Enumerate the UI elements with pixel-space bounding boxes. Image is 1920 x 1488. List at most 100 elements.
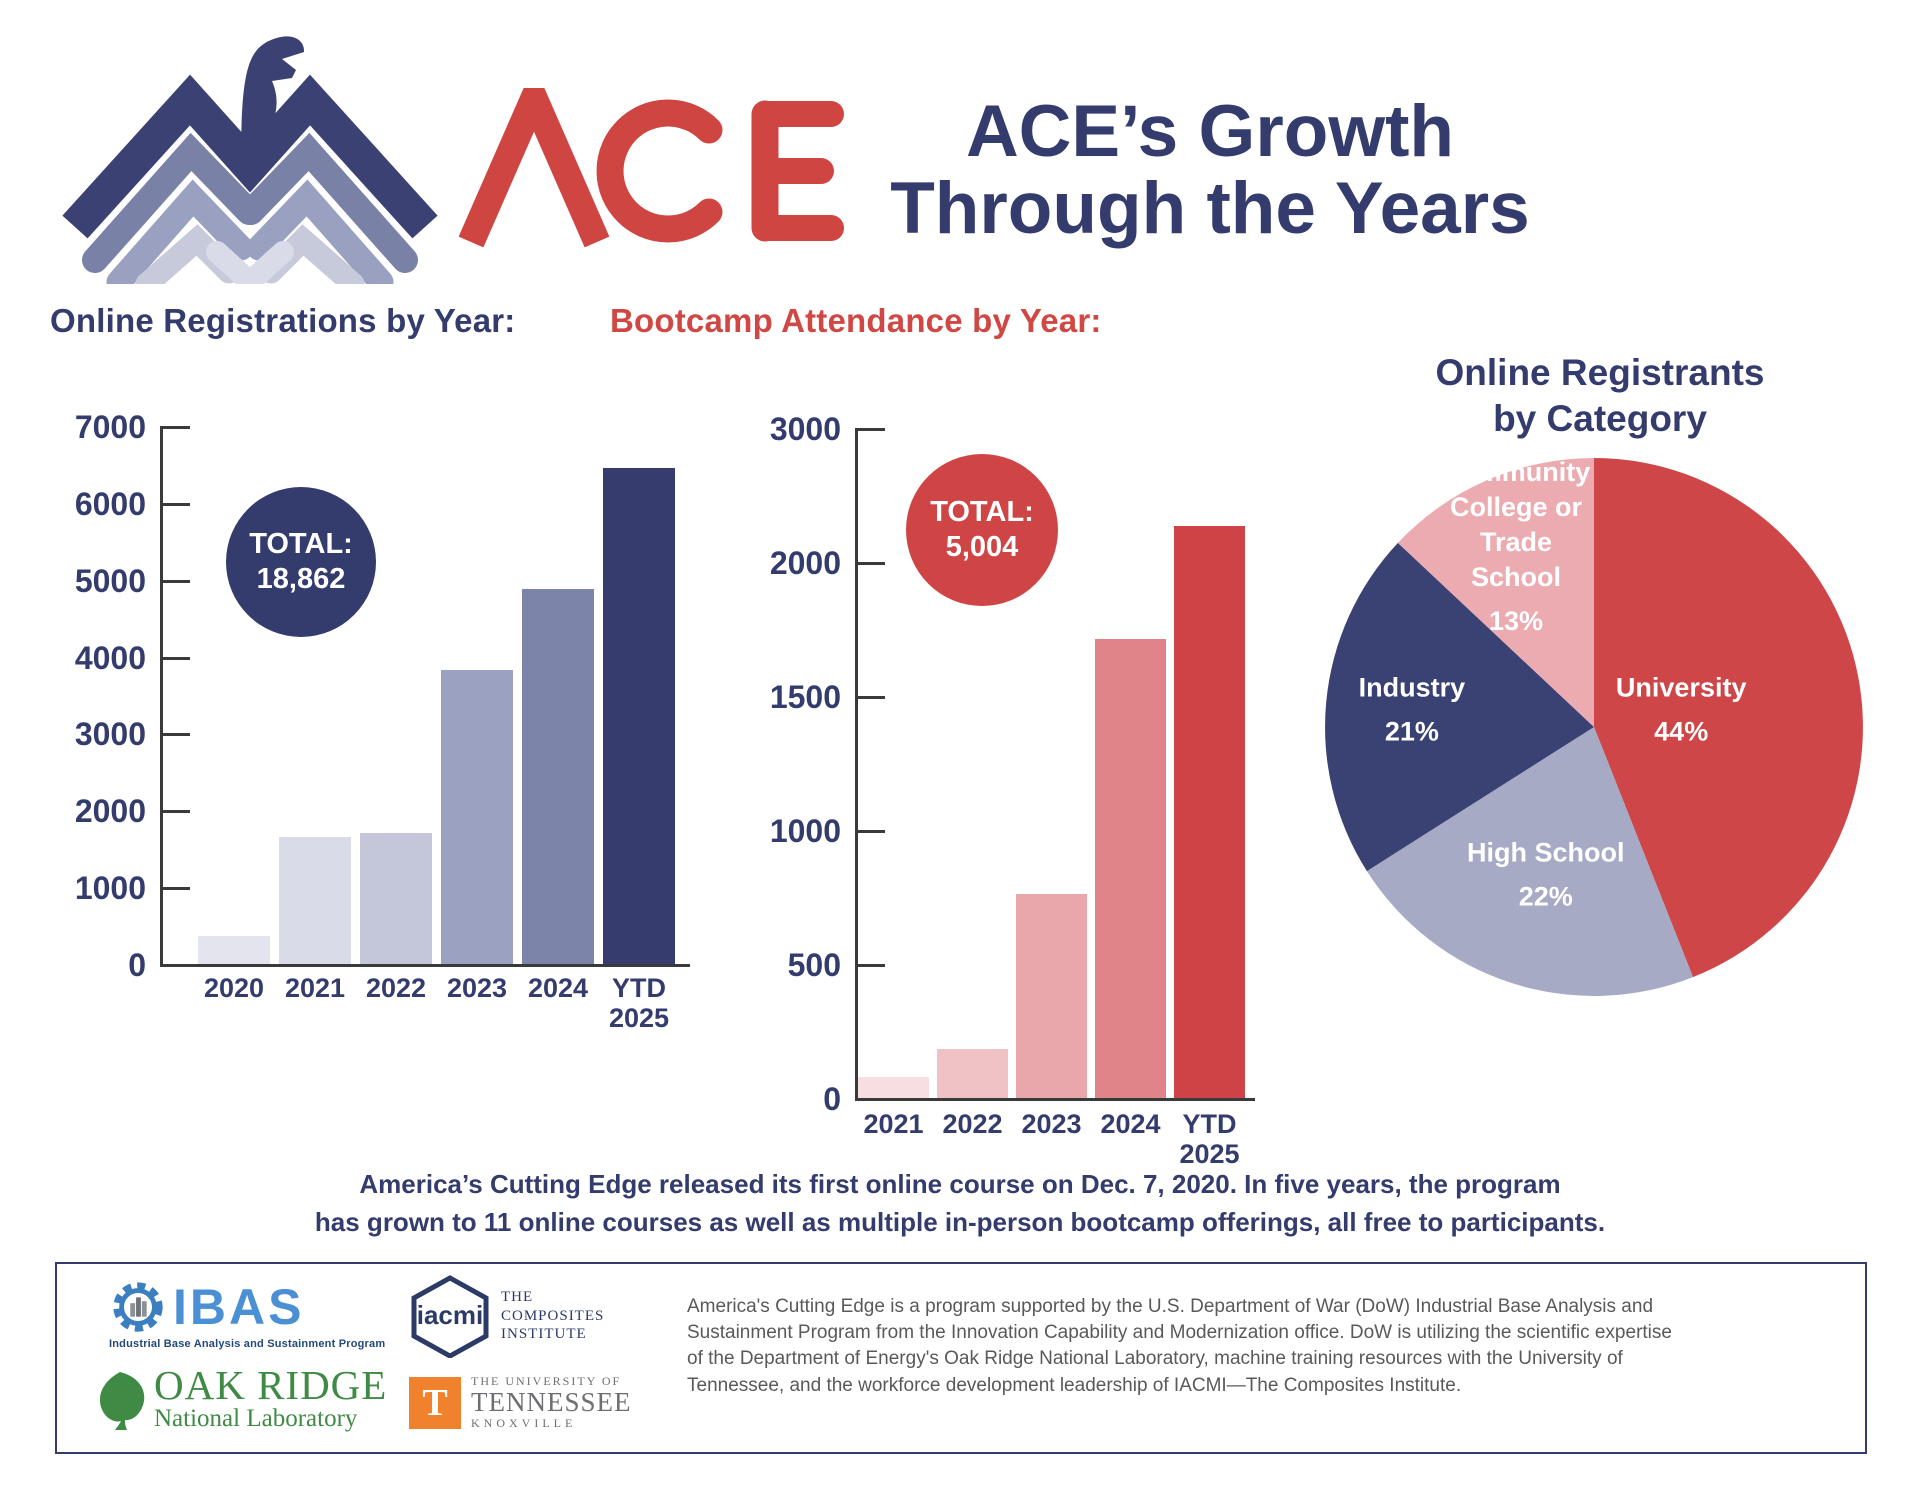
y-axis-tick-label: 2000 xyxy=(769,545,841,581)
pie-slice-label: High School 22% xyxy=(1467,837,1625,912)
y-axis-tick-label: 0 xyxy=(823,1081,841,1117)
iacmi-hexagon-icon: iacmi xyxy=(411,1275,489,1358)
eagle-head-icon xyxy=(241,36,305,164)
y-axis-line xyxy=(855,428,858,1101)
iacmi-logo: iacmi THE COMPOSITES INSTITUTE xyxy=(407,1274,604,1358)
y-axis-tick xyxy=(855,696,885,699)
tennessee-line3: KNOXVILLE xyxy=(471,1416,577,1430)
ace-logo xyxy=(458,88,844,248)
page-title: ACE’s Growth Through the Years xyxy=(880,86,1540,256)
pie-slice-label: Industry 21% xyxy=(1358,672,1466,747)
oak-ridge-subname: National Laboratory xyxy=(154,1404,358,1432)
y-axis-tick-label: 500 xyxy=(787,947,841,983)
iacmi-tagline: THE COMPOSITES INSTITUTE xyxy=(501,1288,605,1343)
x-axis-category-label: 2022 xyxy=(942,1109,1003,1139)
y-axis-tick xyxy=(160,733,190,737)
y-axis-tick xyxy=(160,810,190,814)
registrations-total-badge: TOTAL: 18,862 xyxy=(226,487,376,637)
y-axis-tick-label: 1000 xyxy=(769,813,841,849)
bootcamp-total-label: TOTAL: xyxy=(930,496,1034,529)
registrations-chart-plot: 0 1000 2000 3000 4000 5000 6000 7000 2020 2021 202… xyxy=(40,298,690,1068)
y-axis-tick xyxy=(855,562,885,565)
tennessee-t-icon: T xyxy=(409,1376,461,1429)
x-axis-category-label: 2024 xyxy=(1100,1109,1161,1139)
registrations-total-label: TOTAL: xyxy=(249,528,353,561)
bar-2024 xyxy=(1095,638,1166,1098)
pie-slice-industry xyxy=(1325,542,1594,872)
y-axis-tick-label: 3000 xyxy=(769,411,841,447)
bar-2021 xyxy=(279,837,351,964)
x-axis-category-label: YTD 2025 xyxy=(1179,1109,1240,1169)
tennessee-logo: T THE UNIVERSITY OF TENNESSEE KNOXVILLE xyxy=(409,1374,632,1431)
registrants-pie-chart: Online Registrants by Category Universit… xyxy=(1280,298,1920,1078)
ibas-logo: IBAS Industrial Base Analysis and Sustai… xyxy=(109,1278,385,1350)
oak-leaf-icon xyxy=(99,1372,145,1431)
y-axis-tick-label: 6000 xyxy=(74,485,146,522)
y-axis-tick xyxy=(160,502,190,506)
x-axis-category-label: 2022 xyxy=(365,973,427,1003)
footer-description: America's Cutting Edge is a program supp… xyxy=(687,1296,1672,1396)
pie-slice-label: Community College or Trade School 13% xyxy=(1441,456,1591,636)
bar-2023 xyxy=(441,670,513,964)
page-title-line1: ACE’s Growth xyxy=(965,91,1455,173)
x-axis-category-label: 2021 xyxy=(863,1109,924,1139)
pie-slice-university xyxy=(1594,458,1863,978)
bar-2022 xyxy=(937,1048,1008,1098)
eagle-emblem-logo xyxy=(62,36,438,284)
y-axis-tick xyxy=(855,1098,885,1101)
x-axis-category-label: 2024 xyxy=(527,973,589,1003)
y-axis-line xyxy=(160,426,163,967)
x-axis-category-label: 2023 xyxy=(1021,1109,1082,1139)
registrations-chart: Online Registrations by Year: 0 1000 2000 3… xyxy=(40,298,690,1068)
ibas-tagline: Industrial Base Analysis and Sustainment… xyxy=(109,1338,386,1350)
page-title-line2: Through the Years xyxy=(890,168,1530,249)
svg-text:iacmi: iacmi xyxy=(417,1300,484,1330)
bootcamp-chart-plot: 0 500 1000 1500 2000 3000 2021 2022 2023 2024 YTD … xyxy=(600,298,1280,1188)
registrations-total-value: 18,862 xyxy=(256,563,346,595)
y-axis-tick-label: 2000 xyxy=(74,793,146,830)
tennessee-line1: THE UNIVERSITY OF xyxy=(471,1374,622,1388)
x-axis-category-label: 2020 xyxy=(203,973,265,1003)
registrations-chart-title: Online Registrations by Year: xyxy=(50,302,516,339)
x-axis-category-label: YTD 2025 xyxy=(608,973,670,1033)
x-axis-category-label: 2023 xyxy=(446,973,508,1003)
y-axis-tick xyxy=(160,579,190,583)
y-axis-tick-label: 7000 xyxy=(74,409,146,445)
pie-slice-community xyxy=(1397,458,1594,727)
pie-slice-high-school xyxy=(1366,727,1693,996)
bar-2024 xyxy=(522,588,594,964)
y-axis-tick xyxy=(855,830,885,833)
y-axis-tick-label: 0 xyxy=(128,947,146,983)
y-axis-tick xyxy=(855,964,885,967)
oak-ridge-logo: OAK RIDGE National Laboratory xyxy=(92,1362,388,1432)
y-axis-tick xyxy=(160,887,190,891)
bootcamp-total-value: 5,004 xyxy=(945,531,1019,563)
tennessee-line2: TENNESSEE xyxy=(471,1387,632,1417)
bar-2022 xyxy=(360,833,432,964)
program-growth-note: America’s Cutting Edge released its firs… xyxy=(314,1169,1606,1237)
bootcamp-total-badge: TOTAL: 5,004 xyxy=(906,454,1058,606)
bar-YTD-2025 xyxy=(603,468,675,964)
y-axis-tick-label: 4000 xyxy=(74,639,146,676)
y-axis-tick xyxy=(855,428,885,431)
ibas-wordmark: IBAS xyxy=(173,1279,305,1335)
x-axis-category-label: 2021 xyxy=(284,973,346,1003)
bootcamp-chart-title: Bootcamp Attendance by Year: xyxy=(610,302,1102,339)
y-axis-tick-label: 1500 xyxy=(769,679,841,715)
pie-slice-label: University 44% xyxy=(1615,672,1747,747)
bar-YTD-2025 xyxy=(1174,525,1245,1098)
bar-2020 xyxy=(198,936,270,964)
y-axis-tick xyxy=(160,426,190,429)
pie-chart-title: Online Registrants by Category xyxy=(1435,352,1765,440)
y-axis-tick xyxy=(160,964,190,967)
y-axis-tick-label: 5000 xyxy=(74,562,146,599)
partners-footer: IBAS Industrial Base Analysis and Sustai… xyxy=(55,1262,1867,1454)
y-axis-tick-label: 3000 xyxy=(74,716,146,753)
bootcamp-chart: Bootcamp Attendance by Year: 0 500 1000 150… xyxy=(600,298,1280,1188)
bar-2023 xyxy=(1016,894,1087,1098)
bar-2021 xyxy=(858,1077,929,1098)
oak-ridge-name: OAK RIDGE xyxy=(154,1362,388,1408)
ibas-gear-icon xyxy=(113,1282,163,1332)
x-axis-line xyxy=(160,964,690,967)
